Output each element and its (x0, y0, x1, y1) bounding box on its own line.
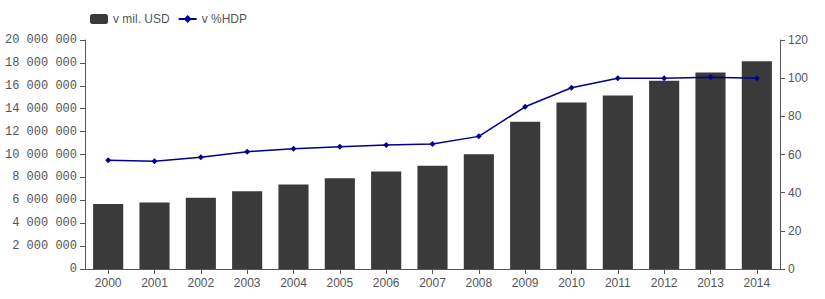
svg-text:2014: 2014 (743, 276, 770, 290)
svg-text:16 000 000: 16 000 000 (5, 79, 77, 93)
svg-text:2011: 2011 (605, 276, 631, 290)
svg-text:v mil. USD: v mil. USD (113, 12, 170, 26)
svg-text:2009: 2009 (512, 276, 539, 290)
svg-text:2004: 2004 (280, 276, 307, 290)
svg-text:100: 100 (788, 71, 808, 85)
svg-text:2003: 2003 (234, 276, 261, 290)
svg-text:80: 80 (788, 109, 802, 123)
svg-text:40: 40 (788, 186, 802, 200)
svg-text:0: 0 (788, 262, 795, 276)
svg-text:2005: 2005 (326, 276, 353, 290)
svg-text:2013: 2013 (697, 276, 724, 290)
svg-text:120: 120 (788, 33, 808, 47)
svg-text:20 000 000: 20 000 000 (5, 33, 77, 47)
svg-text:18 000 000: 18 000 000 (5, 56, 77, 70)
svg-text:2000: 2000 (95, 276, 122, 290)
svg-text:12 000 000: 12 000 000 (5, 125, 77, 139)
svg-text:8 000 000: 8 000 000 (12, 170, 77, 184)
svg-text:2007: 2007 (419, 276, 446, 290)
svg-text:2006: 2006 (373, 276, 400, 290)
svg-text:v %HDP: v %HDP (202, 12, 247, 26)
svg-text:0: 0 (70, 262, 77, 276)
svg-text:10 000 000: 10 000 000 (5, 148, 77, 162)
svg-text:4 000 000: 4 000 000 (12, 216, 77, 230)
svg-text:2 000 000: 2 000 000 (12, 239, 77, 253)
svg-text:60: 60 (788, 148, 802, 162)
svg-text:2012: 2012 (651, 276, 678, 290)
svg-text:2008: 2008 (465, 276, 492, 290)
svg-text:2002: 2002 (187, 276, 214, 290)
svg-text:2001: 2001 (141, 276, 168, 290)
svg-text:14 000 000: 14 000 000 (5, 102, 77, 116)
svg-text:6 000 000: 6 000 000 (12, 193, 77, 207)
svg-text:20: 20 (788, 224, 802, 238)
svg-text:2010: 2010 (558, 276, 585, 290)
